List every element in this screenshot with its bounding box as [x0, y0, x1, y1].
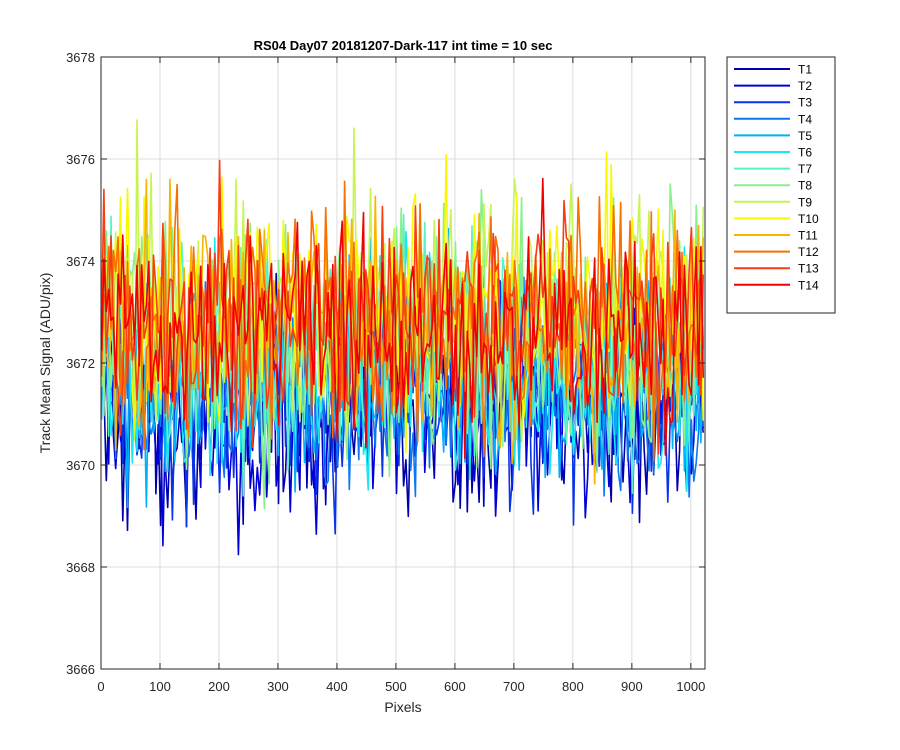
legend-label-t11: T11: [798, 229, 818, 243]
y-tick-label: 3668: [66, 560, 95, 575]
legend-label-t5: T5: [798, 129, 812, 143]
legend-label-t8: T8: [798, 179, 812, 193]
x-tick-label: 400: [326, 679, 348, 694]
legend-label-t6: T6: [798, 146, 812, 160]
ticks: 0 100 200 300 400 500 600 700 800 900 1000 3666 3668…: [66, 50, 705, 694]
legend-label-t7: T7: [798, 162, 812, 176]
legend-label-t1: T1: [798, 63, 812, 77]
legend-label-t2: T2: [798, 79, 812, 93]
x-tick-label: 300: [267, 679, 289, 694]
x-axis-label: Pixels: [384, 699, 421, 715]
x-tick-label: 900: [621, 679, 643, 694]
y-tick-label: 3670: [66, 458, 95, 473]
x-tick-label: 700: [503, 679, 525, 694]
y-tick-label: 3674: [66, 254, 95, 269]
chart-title: RS04 Day07 20181207-Dark-117 int time = …: [254, 38, 553, 53]
series-line-t14: [100, 177, 704, 460]
legend-label-t14: T14: [798, 278, 819, 292]
y-tick-label: 3666: [66, 662, 95, 677]
y-tick-label: 3676: [66, 152, 95, 167]
legend-label-t12: T12: [798, 245, 819, 259]
x-tick-label: 100: [149, 679, 171, 694]
series-lines: [100, 119, 704, 556]
x-tick-label: 600: [444, 679, 466, 694]
x-tick-label: 500: [385, 679, 407, 694]
legend-label-t4: T4: [798, 112, 812, 126]
x-tick-label: 200: [208, 679, 230, 694]
y-tick-label: 3672: [66, 356, 95, 371]
y-axis-label: Track Mean Signal (ADU/pix): [37, 273, 53, 454]
legend-label-t10: T10: [798, 212, 819, 226]
x-tick-label: 800: [562, 679, 584, 694]
legend-label-t9: T9: [798, 195, 812, 209]
y-tick-label: 3678: [66, 50, 95, 65]
x-tick-label: 1000: [676, 679, 705, 694]
legend-label-t3: T3: [798, 96, 812, 110]
legend[interactable]: T1 T2 T3 T4 T5 T6 T7 T8 T9 T10 T11 T12 T13 T14: [726, 56, 836, 314]
legend-label-t13: T13: [798, 262, 819, 276]
x-tick-label: 0: [97, 679, 104, 694]
